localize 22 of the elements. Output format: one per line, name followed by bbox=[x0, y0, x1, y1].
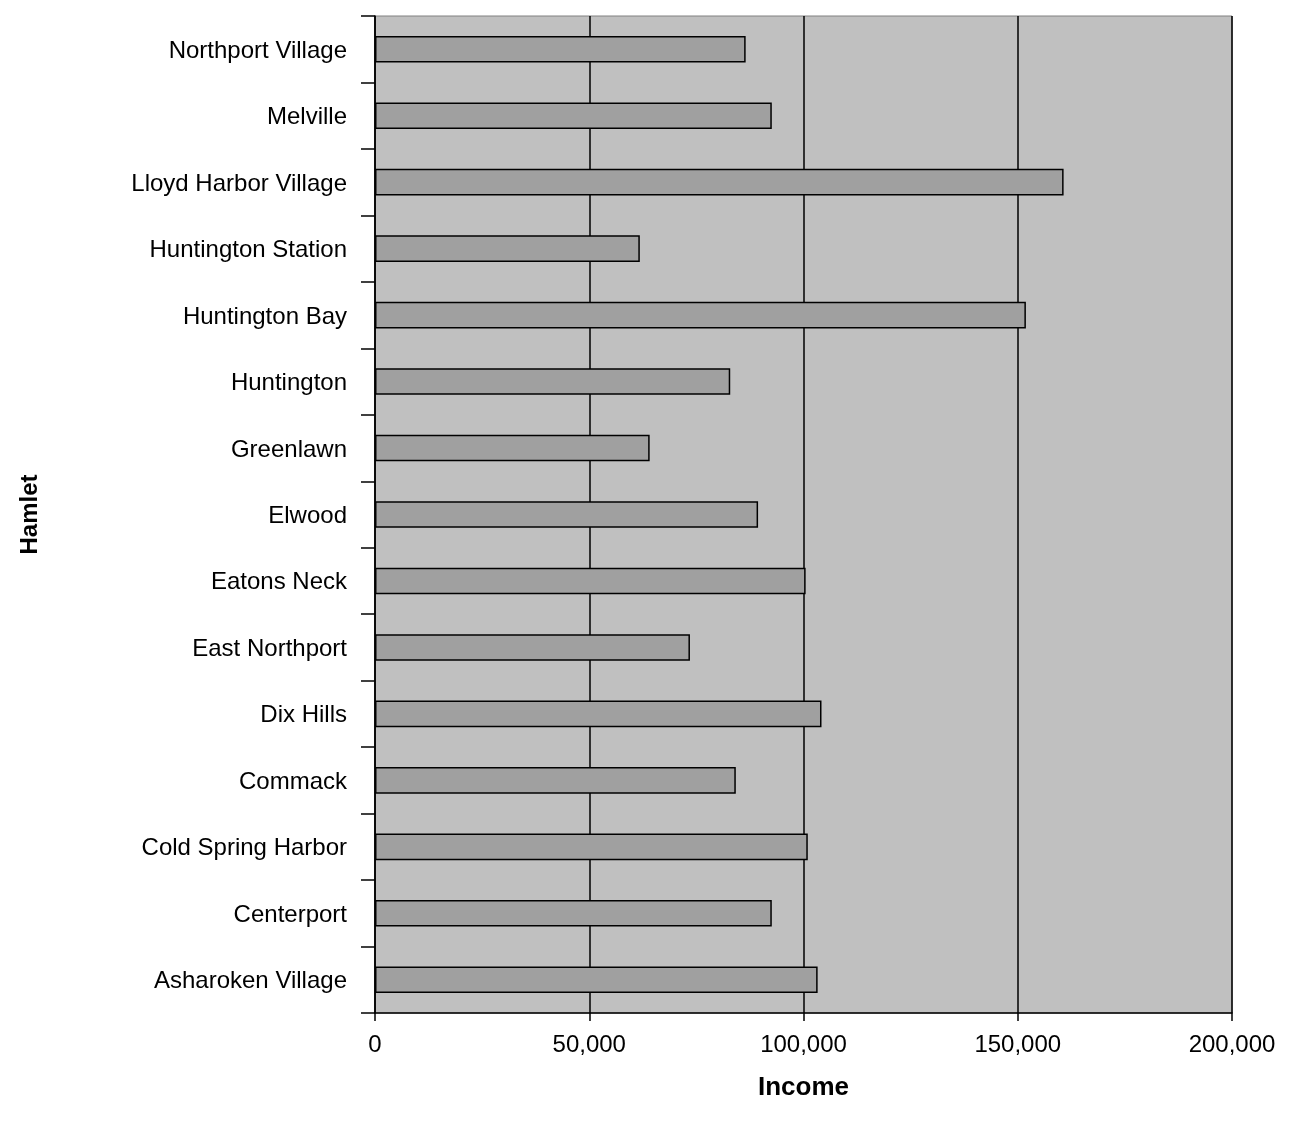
y-tick-label: Lloyd Harbor Village bbox=[131, 168, 347, 196]
y-tick-label: Huntington Station bbox=[149, 235, 347, 263]
y-tick-label: Asharoken Village bbox=[153, 966, 347, 994]
y-tick-label: Huntington bbox=[230, 368, 347, 396]
y-tick-label: Commack bbox=[238, 766, 348, 794]
y-tick-label: Elwood bbox=[268, 501, 347, 528]
y-tick-label: Eatons Neck bbox=[210, 567, 348, 595]
y-axis-title: Hamlet bbox=[14, 474, 42, 555]
y-tick-label: Centerport bbox=[233, 899, 348, 927]
y-tick-label: Melville bbox=[266, 102, 347, 130]
x-tick-label: 100,000 bbox=[760, 1029, 847, 1057]
x-tick-label: 0 bbox=[368, 1029, 382, 1057]
y-tick-label: Cold Spring Harbor bbox=[141, 833, 347, 861]
x-axis-title: Income bbox=[757, 1071, 850, 1101]
x-tick-label: 200,000 bbox=[1188, 1029, 1276, 1057]
y-tick-label: Dix Hills bbox=[260, 700, 347, 728]
y-tick-label: Huntington Bay bbox=[182, 301, 347, 329]
y-tick-label: Greenlawn bbox=[230, 434, 347, 462]
x-tick-label: 50,000 bbox=[552, 1029, 626, 1057]
x-tick-label: 150,000 bbox=[974, 1029, 1062, 1057]
y-tick-label: East Northport bbox=[192, 633, 348, 661]
y-tick-label: Northport Village bbox=[168, 35, 347, 63]
